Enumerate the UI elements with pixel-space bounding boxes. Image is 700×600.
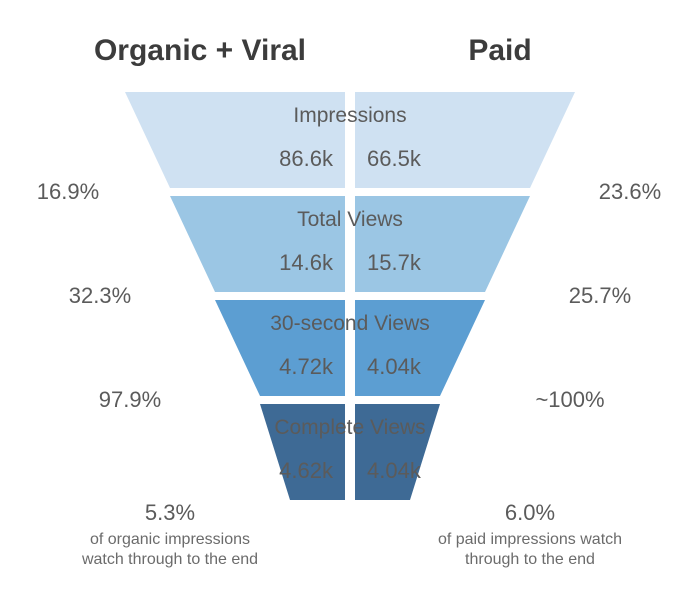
conv-right-0: 23.6% bbox=[599, 179, 661, 204]
stage-left-value-2: 4.72k bbox=[279, 354, 334, 379]
stage-left-value-0: 86.6k bbox=[279, 146, 334, 171]
stage-left-value-3: 4.62k bbox=[279, 458, 334, 483]
header-right: Paid bbox=[468, 34, 531, 67]
stage-right-value-0: 66.5k bbox=[367, 146, 422, 171]
stage-right-value-1: 15.7k bbox=[367, 250, 422, 275]
stage-right-value-2: 4.04k bbox=[367, 354, 422, 379]
stage-title-2: 30-second Views bbox=[270, 312, 430, 335]
stage-right-value-3: 4.04k bbox=[367, 458, 422, 483]
funnel-chart: Organic + Viral Paid Impressions 86.6k 66.… bbox=[0, 0, 700, 600]
summary-right-l2: through to the end bbox=[465, 551, 595, 568]
conv-left-2: 97.9% bbox=[99, 387, 161, 412]
summary-left-l1: of organic impressions bbox=[90, 531, 250, 548]
conv-right-1: 25.7% bbox=[569, 283, 631, 308]
summary-left-l2: watch through to the end bbox=[81, 551, 258, 568]
stage-title-3: Complete Views bbox=[274, 416, 425, 439]
conv-left-0: 16.9% bbox=[37, 179, 99, 204]
stage-title-1: Total Views bbox=[297, 208, 403, 231]
header-left: Organic + Viral bbox=[94, 34, 306, 67]
stage-left-value-1: 14.6k bbox=[279, 250, 334, 275]
conv-left-1: 32.3% bbox=[69, 283, 131, 308]
stage-title-0: Impressions bbox=[293, 104, 406, 127]
summary-right-pct: 6.0% bbox=[505, 500, 555, 525]
conv-right-2: ~100% bbox=[535, 387, 604, 412]
summary-right-l1: of paid impressions watch bbox=[438, 531, 622, 548]
summary-left-pct: 5.3% bbox=[145, 500, 195, 525]
summary-right: 6.0% of paid impressions watch through t… bbox=[438, 500, 622, 568]
summary-left: 5.3% of organic impressions watch throug… bbox=[81, 500, 258, 568]
funnel-stages: Impressions 86.6k 66.5k 16.9% 23.6% Total Vie… bbox=[37, 92, 661, 500]
